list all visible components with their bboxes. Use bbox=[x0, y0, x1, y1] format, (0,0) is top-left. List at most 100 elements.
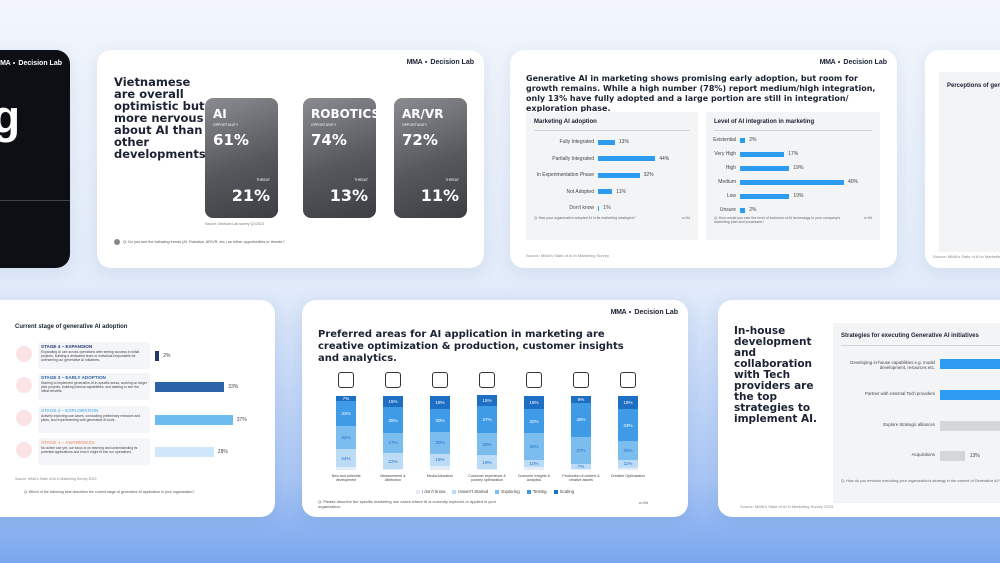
bar-segment bbox=[524, 467, 544, 470]
bar-segment: 35% bbox=[383, 407, 403, 433]
category-label: Measurement & Attribution bbox=[380, 474, 406, 483]
bar-segment: 32% bbox=[524, 409, 544, 433]
logo-dot bbox=[629, 311, 632, 313]
logo-mma: MMA bbox=[406, 58, 423, 66]
bar-segment: 18% bbox=[618, 396, 638, 410]
n-label: n=94 bbox=[638, 500, 648, 505]
logo-dot bbox=[13, 62, 16, 64]
slide-title: Preferred areas for AI application in ma… bbox=[318, 329, 624, 364]
bar-segment: 30% bbox=[477, 433, 497, 456]
legend-label: Scaling bbox=[559, 489, 575, 494]
logo: MMA Decision Lab bbox=[820, 57, 887, 67]
category-icon bbox=[338, 372, 354, 388]
value-label: 2% bbox=[163, 353, 171, 359]
bar bbox=[740, 151, 785, 157]
legend-swatch bbox=[526, 489, 531, 494]
category-icon bbox=[432, 372, 448, 388]
slide-stages: Current stage of generative AI adoption S… bbox=[0, 300, 275, 517]
logo-dot bbox=[425, 61, 428, 63]
category-label: Customer experience & journey optimizati… bbox=[468, 474, 506, 483]
value-label: 32% bbox=[341, 434, 351, 440]
slide-adoption: MMA Decision Lab Generative AI in marketin… bbox=[510, 50, 897, 268]
slide-title: Generative AI in marketing shows promisi… bbox=[526, 74, 876, 113]
slide-preferred-areas: MMA Decision Lab Preferred areas for AI ap… bbox=[302, 300, 688, 517]
chart-panel: Marketing AI adoption Fully Integrated 13%… bbox=[526, 112, 698, 240]
category-label: Customer Insights & Analytics bbox=[517, 474, 551, 483]
value-label: 7% bbox=[342, 396, 350, 402]
question: Q: Do you see the following trends (AI, … bbox=[123, 240, 285, 244]
stage-box: STAGE 4 – EXPANSION Expanding AI use acro… bbox=[38, 342, 150, 369]
bar-segment bbox=[477, 469, 497, 470]
row-label: Partially Integrated bbox=[552, 155, 594, 162]
value-label: 30% bbox=[482, 441, 492, 447]
logo-partner: Decision Lab bbox=[18, 59, 62, 67]
bar-segment bbox=[336, 467, 356, 470]
value-label: 33% bbox=[228, 384, 239, 390]
opportunity-value: 74% bbox=[311, 131, 347, 149]
row-label: Medium bbox=[718, 179, 736, 185]
bar bbox=[740, 179, 844, 185]
row-label: Fully Integrated bbox=[559, 139, 594, 145]
bar bbox=[598, 156, 656, 161]
row-label: Low bbox=[726, 193, 736, 199]
slide-strategies: In-house development and collaboration w… bbox=[718, 300, 1000, 517]
logo-partner: Decision Lab bbox=[430, 58, 474, 66]
value-label: 1% bbox=[603, 205, 611, 211]
source: Source: Decision Lab survey Q1/2023 bbox=[205, 222, 264, 226]
opportunity-label: OPPORTUNITY bbox=[402, 123, 428, 127]
value-label: 15% bbox=[388, 399, 398, 405]
row-label: Partner with external Tech providers bbox=[865, 391, 935, 396]
bar bbox=[598, 139, 615, 145]
bar-segment bbox=[383, 469, 403, 470]
bar-segment: 27% bbox=[383, 433, 403, 453]
bar bbox=[598, 172, 640, 178]
bar bbox=[940, 421, 1000, 431]
value-label: 19% bbox=[482, 459, 492, 465]
bar-segment: 46% bbox=[571, 402, 591, 437]
stage-title: STAGE 2 – EXPLORATION bbox=[41, 408, 99, 413]
bar bbox=[155, 382, 225, 392]
tile: AR/VR OPPORTUNITY 72% THREAT 11% bbox=[394, 98, 467, 218]
value-label: 37% bbox=[482, 416, 492, 422]
category-label: Production of content & creative assets bbox=[562, 474, 600, 483]
value-label: 17% bbox=[788, 151, 799, 157]
value-label: 43% bbox=[623, 422, 633, 428]
logo: MMA Decision Lab bbox=[407, 57, 474, 67]
bar-segment: 16% bbox=[430, 453, 450, 466]
source: Source: MMA's State of AI in Marketing S… bbox=[15, 477, 97, 481]
legend-label: I don't know bbox=[421, 489, 446, 494]
category-icon bbox=[479, 372, 495, 388]
category-label: Creative Optimization bbox=[610, 474, 646, 478]
stage-title: STAGE 4 – EXPANSION bbox=[41, 344, 93, 349]
bar bbox=[740, 207, 746, 213]
value-label: 19% bbox=[793, 193, 804, 199]
legend: I don't know Haven't Started Exploring Test… bbox=[302, 489, 688, 494]
bar bbox=[155, 415, 233, 425]
legend-swatch bbox=[553, 489, 558, 494]
slide-title: Vietnamese are overall optimistic but mo… bbox=[114, 75, 211, 161]
legend-item: Testing bbox=[526, 489, 547, 494]
stage-description: Actively exploring use cases, conducting… bbox=[41, 414, 141, 422]
panel-divider bbox=[841, 345, 1000, 346]
stage-box: STAGE 2 – EXPLORATION Actively exploring … bbox=[38, 406, 150, 433]
panel bbox=[939, 72, 1000, 252]
bar-segment: 7% bbox=[336, 396, 356, 402]
panel-n: n=94 bbox=[863, 216, 872, 220]
bar-segment: 43% bbox=[618, 409, 638, 442]
row-label: Unsure bbox=[719, 207, 736, 213]
value-label: 18% bbox=[435, 400, 445, 406]
bar-segment: 18% bbox=[524, 396, 544, 410]
legend-swatch bbox=[495, 489, 500, 494]
value-label: 18% bbox=[529, 400, 539, 406]
value-label: 32% bbox=[643, 172, 654, 178]
bar bbox=[740, 137, 746, 143]
row-label: Don't know bbox=[569, 205, 594, 211]
value-label: 2% bbox=[749, 207, 757, 213]
stage-title: STAGE 1 – AWARENESS bbox=[41, 440, 95, 445]
threat-value: 21% bbox=[231, 186, 270, 205]
panel-heading: Strategies for executing Generative AI i… bbox=[841, 333, 979, 339]
slide-title: In-house development and collaboration w… bbox=[734, 325, 818, 425]
slide-optimism: MMA Decision Lab Vietnamese are overall op… bbox=[97, 50, 484, 268]
bar-segment: 30% bbox=[430, 409, 450, 432]
